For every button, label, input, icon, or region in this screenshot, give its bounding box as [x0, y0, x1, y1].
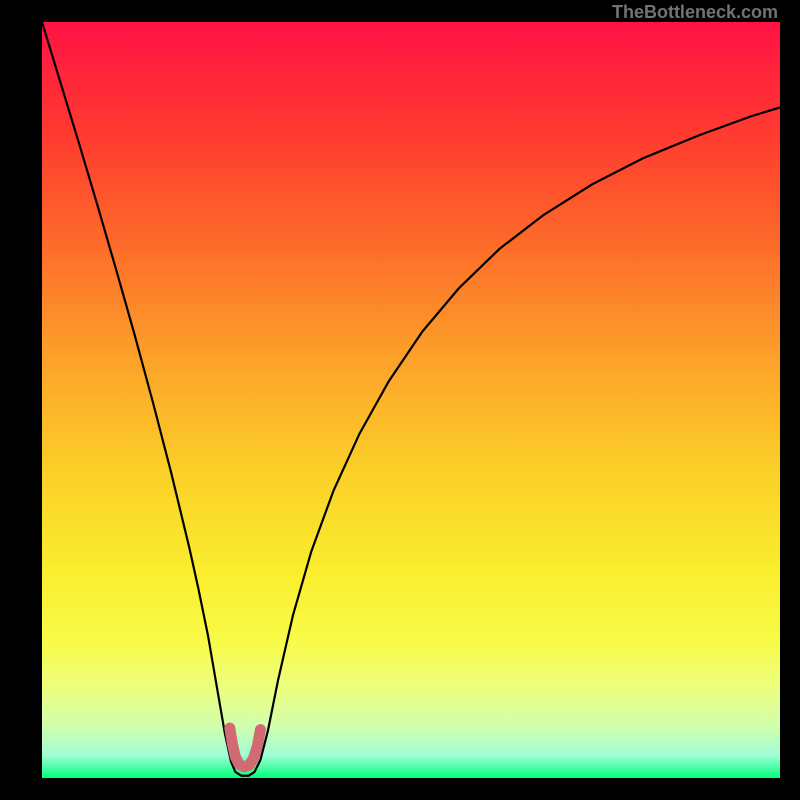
plot-area — [42, 22, 780, 778]
chart-container: TheBottleneck.com — [0, 0, 800, 800]
chart-svg — [42, 22, 780, 778]
watermark-text: TheBottleneck.com — [612, 2, 778, 23]
